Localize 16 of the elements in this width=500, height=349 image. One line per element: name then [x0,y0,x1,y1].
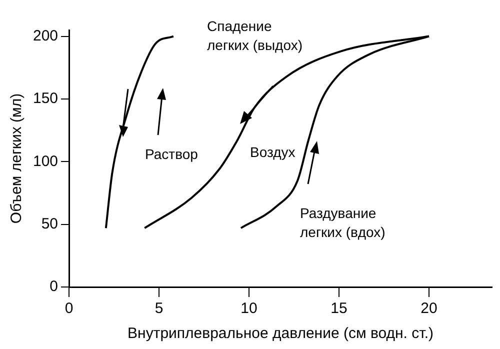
y-tick-label: 50 [41,215,58,232]
x-tick-label: 20 [420,300,438,318]
annotation: Раствор [145,146,198,162]
annotation: Раздувание легких (вдох) [300,204,386,240]
y-axis-title: Объем легких (мл) [8,93,26,224]
y-tick-label: 0 [50,278,58,296]
x-tick-label: 0 [64,300,74,318]
annotation: Воздух [250,144,296,160]
x-tick-label: 5 [154,300,164,318]
y-tick-label: 200 [32,27,58,44]
x-axis-title: Внутриплевральное давление (см водн. ст.) [128,325,434,342]
x-tick-label: 15 [330,300,348,318]
y-tick-label: 100 [32,152,58,170]
y-tick-label: 150 [32,90,58,108]
annotation: Спадение легких (выдох) [207,18,303,53]
x-tick-label: 10 [240,300,258,318]
